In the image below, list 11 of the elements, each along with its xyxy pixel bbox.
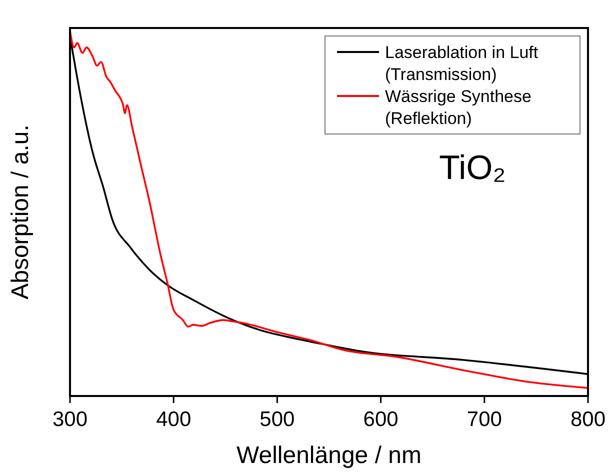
x-tick-label: 300 — [52, 408, 88, 431]
annotation: TiO₂ — [439, 149, 506, 187]
legend-label: Wässrige Synthese (Reflektion) — [385, 86, 532, 128]
x-tick-label: 700 — [466, 408, 502, 431]
legend-label: Laserablation in Luft (Transmission) — [385, 42, 538, 84]
x-tick-label: 500 — [260, 408, 295, 431]
y-axis-title: Absorption / a.u. — [7, 124, 34, 300]
x-tick-label: 800 — [570, 408, 606, 431]
x-tick-label: 600 — [363, 408, 398, 431]
x-tick-label: 400 — [156, 408, 192, 431]
x-axis-title: Wellenlänge / nm — [236, 442, 422, 469]
